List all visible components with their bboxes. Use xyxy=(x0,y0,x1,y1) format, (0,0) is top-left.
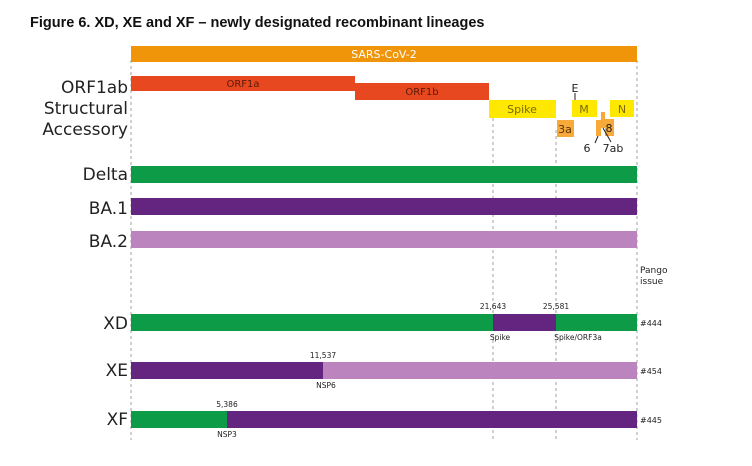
spike-bar xyxy=(489,100,556,118)
orf3a-bar xyxy=(557,120,574,137)
xd-label: XD xyxy=(103,314,128,334)
orf7ab-label: 7ab xyxy=(603,142,624,155)
orf3a-label: 3a xyxy=(558,123,572,136)
orf8-label: 8 xyxy=(606,122,613,135)
orf1b-label: ORF1b xyxy=(405,87,438,98)
orf1a-bar xyxy=(131,76,355,91)
pango-header-line2: issue xyxy=(640,277,664,287)
ba1-label: BA.1 xyxy=(88,199,128,219)
m-gene-label: M xyxy=(579,103,589,116)
orf1ab-row-label: ORF1ab xyxy=(61,78,128,98)
xd-breakpoint-2-region: Spike/ORF3a xyxy=(554,333,602,342)
ba1-bar xyxy=(131,198,637,215)
xd-delta-segment-1 xyxy=(131,314,493,331)
orf7a-bar xyxy=(601,112,605,128)
xe-breakpoint-region: NSP6 xyxy=(316,381,336,390)
genome-label: SARS-CoV-2 xyxy=(351,48,417,61)
figure-title: Figure 6. XD, XE and XF – newly designat… xyxy=(30,15,485,31)
spike-label: Spike xyxy=(507,103,537,116)
e-gene-label: E xyxy=(572,82,579,95)
ba2-bar xyxy=(131,231,637,248)
xe-ba1-segment xyxy=(131,362,323,379)
xd-ba1-segment xyxy=(493,314,556,331)
xd-breakpoint-1-region: Spike xyxy=(490,333,511,342)
orf8-bar xyxy=(605,119,614,136)
xe-ba2-segment xyxy=(323,362,637,379)
delta-label: Delta xyxy=(82,165,128,185)
xe-pango-issue: #454 xyxy=(640,367,662,376)
orf7ab-pointer xyxy=(602,127,612,143)
n-gene-bar xyxy=(610,100,634,117)
orf1a-label: ORF1a xyxy=(226,79,259,90)
xd-breakpoint-1-position: 21,643 xyxy=(480,302,506,311)
delta-bar xyxy=(131,166,637,183)
orf6-pointer xyxy=(594,135,599,144)
xf-ba1-segment xyxy=(227,411,637,428)
xf-breakpoint-position: 5,386 xyxy=(216,400,238,409)
xf-label: XF xyxy=(106,410,128,430)
accessory-row-label: Accessory xyxy=(42,120,128,140)
xd-pango-issue: #444 xyxy=(640,319,662,328)
ba2-label: BA.2 xyxy=(88,232,128,252)
xf-pango-issue: #445 xyxy=(640,416,662,425)
orf6-bar xyxy=(596,120,601,136)
xd-delta-segment-2 xyxy=(556,314,637,331)
xf-breakpoint-region: NSP3 xyxy=(217,430,237,439)
xd-breakpoint-2-position: 25,581 xyxy=(543,302,569,311)
pango-header-line1: Pango xyxy=(640,266,668,276)
m-gene-bar xyxy=(572,100,597,117)
n-gene-label: N xyxy=(618,103,626,116)
xe-label: XE xyxy=(105,361,128,381)
xe-breakpoint-position: 11,537 xyxy=(310,351,336,360)
orf1b-bar xyxy=(355,83,489,100)
genome-bar xyxy=(131,46,637,62)
structural-row-label: Structural xyxy=(43,99,128,119)
orf6-label: 6 xyxy=(584,142,591,155)
xf-delta-segment xyxy=(131,411,227,428)
